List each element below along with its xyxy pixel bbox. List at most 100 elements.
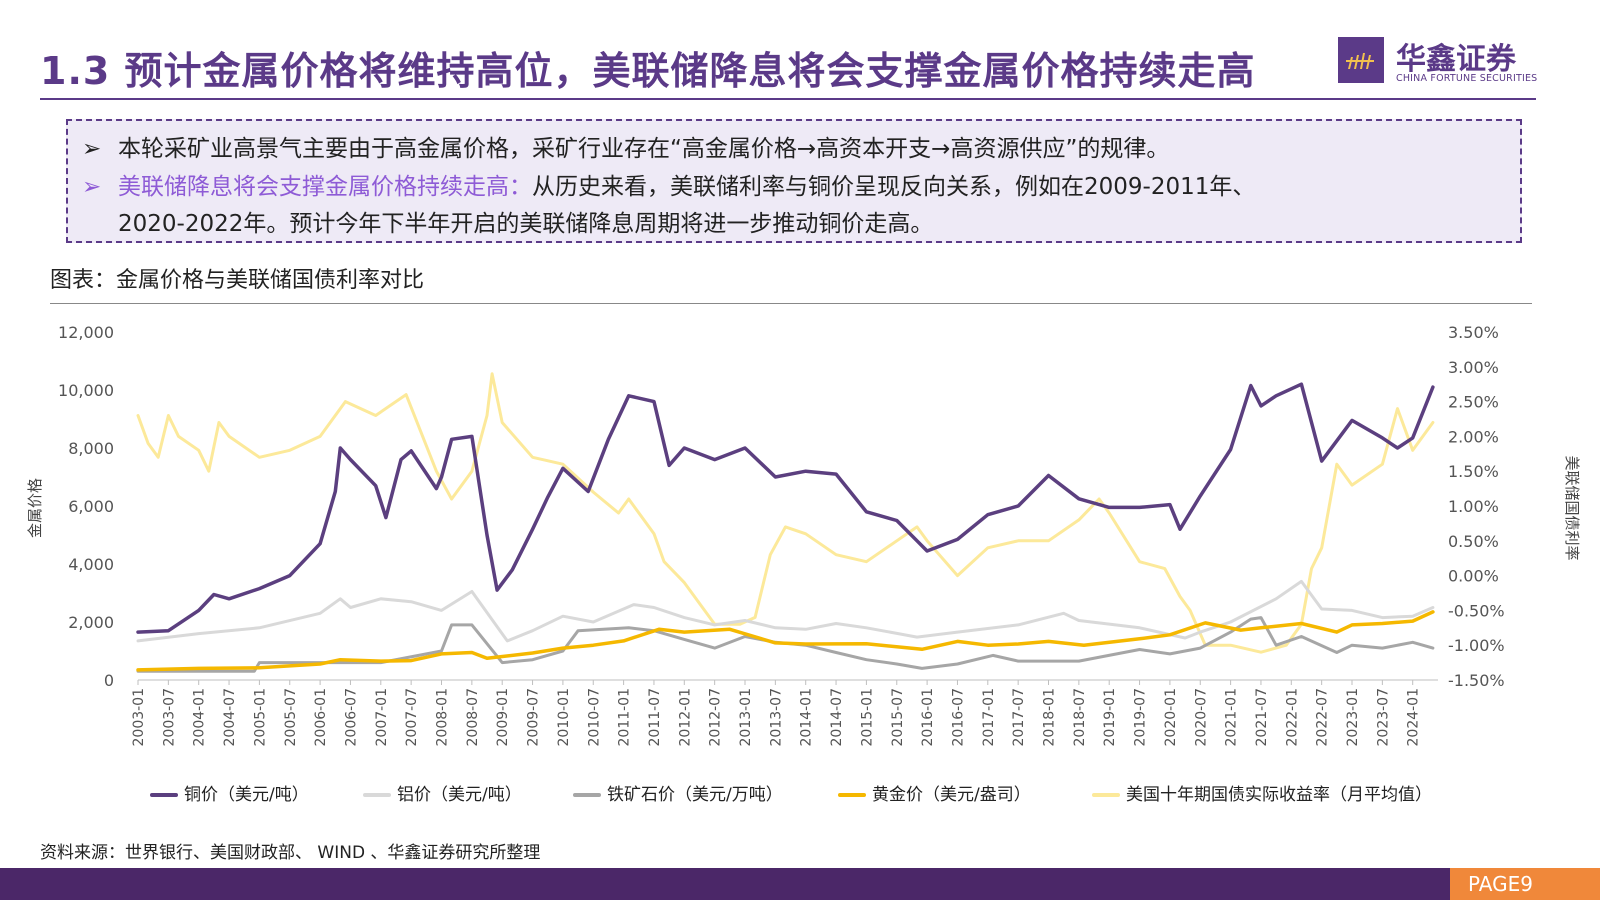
x-tick-label: 2005-01 xyxy=(252,688,268,747)
y-tick-right: -1.50% xyxy=(1448,671,1505,690)
y-tick-right: 1.00% xyxy=(1448,497,1499,516)
chart-legend: 铜价（美元/吨） 铝价（美元/吨） 铁矿石价（美元/万吨） 黄金价（美元/盎司）… xyxy=(150,782,1450,808)
x-tick-label: 2017-01 xyxy=(981,688,997,747)
x-tick-label: 2014-07 xyxy=(829,688,845,747)
legend-label-aluminum: 铝价（美元/吨） xyxy=(397,785,522,805)
x-tick-label: 2008-01 xyxy=(435,688,451,747)
x-tick-label: 2016-01 xyxy=(920,688,936,747)
x-tick-label: 2015-07 xyxy=(890,688,906,747)
logo-name-en: CHINA FORTUNE SECURITIES xyxy=(1396,73,1538,84)
x-tick-label: 2019-01 xyxy=(1102,688,1118,747)
x-tick-label: 2021-07 xyxy=(1254,688,1270,747)
bullet-2: ➢ 美联储降息将会支撑金属价格持续走高：从历史来看，美联储利率与铜价呈现反向关系，… xyxy=(82,167,1255,201)
x-tick-label: 2015-01 xyxy=(859,688,875,747)
x-tick-label: 2004-07 xyxy=(222,688,238,747)
y-tick-right: 2.50% xyxy=(1448,393,1499,412)
x-tick-label: 2003-07 xyxy=(161,688,177,747)
series-gold-line xyxy=(136,610,1435,672)
y-tick-right: 3.50% xyxy=(1448,323,1499,342)
legend-label-iron: 铁矿石价（美元/万吨） xyxy=(607,785,783,805)
x-tick-label: 2009-07 xyxy=(526,688,542,747)
x-tick-label: 2011-07 xyxy=(647,688,663,747)
x-tick-label: 2023-01 xyxy=(1345,688,1361,747)
x-tick-label: 2016-07 xyxy=(950,688,966,747)
x-tick-label: 2008-07 xyxy=(465,688,481,747)
figure-caption: 图表：金属价格与美联储国债利率对比 xyxy=(50,268,425,293)
legend-label-copper: 铜价（美元/吨） xyxy=(184,785,309,805)
bullet-arrow-icon: ➢ xyxy=(82,136,102,162)
legend-item-gold[interactable]: 黄金价（美元/盎司） xyxy=(838,782,1031,808)
legend-label-yield: 美国十年期国债实际收益率（月平均值） xyxy=(1126,785,1432,805)
y-tick-right: 2.00% xyxy=(1448,427,1499,446)
x-tick-label: 2007-01 xyxy=(374,688,390,747)
x-tick-label: 2003-01 xyxy=(131,688,147,747)
y-tick-right: 0.00% xyxy=(1448,567,1499,586)
x-tick-label: 2020-07 xyxy=(1193,688,1209,747)
page-number: PAGE9 xyxy=(1450,868,1600,900)
x-tick-label: 2012-01 xyxy=(677,688,693,747)
x-tick-label: 2014-01 xyxy=(799,688,815,747)
x-tick-label: 2009-01 xyxy=(495,688,511,747)
x-tick-label: 2017-07 xyxy=(1011,688,1027,747)
x-tick-label: 2019-07 xyxy=(1133,688,1149,747)
x-tick-label: 2011-01 xyxy=(617,688,633,747)
summary-box: ➢ 本轮采矿业高景气主要由于高金属价格，采矿行业存在“高金属价格→高资本开支→高资… xyxy=(66,119,1522,243)
x-tick-label: 2013-07 xyxy=(768,688,784,747)
x-tick-label: 2022-01 xyxy=(1284,688,1300,747)
source-note: 资料来源：世界银行、美国财政部、 WIND 、华鑫证券研究所整理 xyxy=(40,843,541,863)
legend-swatch-yield xyxy=(1092,793,1120,797)
x-tick-label: 2007-07 xyxy=(404,688,420,747)
x-tick-label: 2005-07 xyxy=(283,688,299,747)
chart-axes: 0 2,000 4,000 6,000 8,000 10,000 12,000 -1.50% -… xyxy=(58,323,1505,747)
series-aluminum-line xyxy=(136,579,1435,643)
y-tick-left: 8,000 xyxy=(68,439,114,458)
y-tick-right: -0.50% xyxy=(1448,601,1505,620)
x-tick-label: 2020-01 xyxy=(1163,688,1179,747)
legend-item-iron[interactable]: 铁矿石价（美元/万吨） xyxy=(573,782,783,808)
title-rule xyxy=(40,98,1536,100)
series-yield-line xyxy=(136,372,1435,654)
bullet-2-highlight: 美联储降息将会支撑金属价格持续走高： xyxy=(118,174,532,200)
y-tick-right: -1.00% xyxy=(1448,636,1505,655)
y-tick-left: 12,000 xyxy=(58,323,114,342)
bullet-1-text: 本轮采矿业高景气主要由于高金属价格，采矿行业存在“高金属价格→高资本开支→高资源… xyxy=(118,136,1170,162)
bullet-arrow-icon: ➢ xyxy=(82,174,102,200)
y-tick-left: 2,000 xyxy=(68,613,114,632)
legend-swatch-iron xyxy=(573,793,601,797)
page-title: 1.3 预计金属价格将维持高位，美联储降息将会支撑金属价格持续走高 xyxy=(40,49,1256,93)
bullet-2-text: 从历史来看，美联储利率与铜价呈现反向关系，例如在2009-2011年、 xyxy=(532,174,1256,200)
x-tick-label: 2006-07 xyxy=(343,688,359,747)
bullet-1: ➢ 本轮采矿业高景气主要由于高金属价格，采矿行业存在“高金属价格→高资本开支→高资… xyxy=(82,129,1169,163)
x-tick-label: 2010-07 xyxy=(586,688,602,747)
bullet-3-text: 2020-2022年。预计今年下半年开启的美联储降息周期将进一步推动铜价走高。 xyxy=(118,211,934,237)
legend-item-yield[interactable]: 美国十年期国债实际收益率（月平均值） xyxy=(1092,782,1432,808)
logo-mark-icon xyxy=(1338,37,1384,83)
y-tick-right: 1.50% xyxy=(1448,462,1499,481)
footer-bar xyxy=(0,868,1600,900)
y-tick-right: 3.00% xyxy=(1448,358,1499,377)
x-tick-label: 2012-07 xyxy=(708,688,724,747)
y-tick-left: 0 xyxy=(104,671,114,690)
y-axis-label-left: 金属价格 xyxy=(26,478,44,538)
logo-name-cn: 华鑫证券 xyxy=(1396,42,1516,77)
legend-item-copper[interactable]: 铜价（美元/吨） xyxy=(150,782,309,808)
x-tick-label: 2006-01 xyxy=(313,688,329,747)
y-tick-left: 10,000 xyxy=(58,381,114,400)
legend-label-gold: 黄金价（美元/盎司） xyxy=(872,785,1031,805)
x-tick-label: 2022-07 xyxy=(1315,688,1331,747)
y-axis-label-right: 美联储国债利率 xyxy=(1563,455,1581,560)
x-tick-label: 2004-01 xyxy=(192,688,208,747)
caption-rule xyxy=(50,303,1532,304)
series-iron-line xyxy=(136,616,1435,673)
x-tick-label: 2023-07 xyxy=(1375,688,1391,747)
y-tick-left: 4,000 xyxy=(68,555,114,574)
series-copper-line xyxy=(136,382,1435,634)
x-tick-label: 2010-01 xyxy=(556,688,572,747)
x-tick-label: 2018-07 xyxy=(1072,688,1088,747)
legend-item-aluminum[interactable]: 铝价（美元/吨） xyxy=(363,782,522,808)
y-tick-left: 6,000 xyxy=(68,497,114,516)
legend-swatch-gold xyxy=(838,793,866,797)
y-tick-right: 0.50% xyxy=(1448,532,1499,551)
chart-series xyxy=(136,372,1435,673)
